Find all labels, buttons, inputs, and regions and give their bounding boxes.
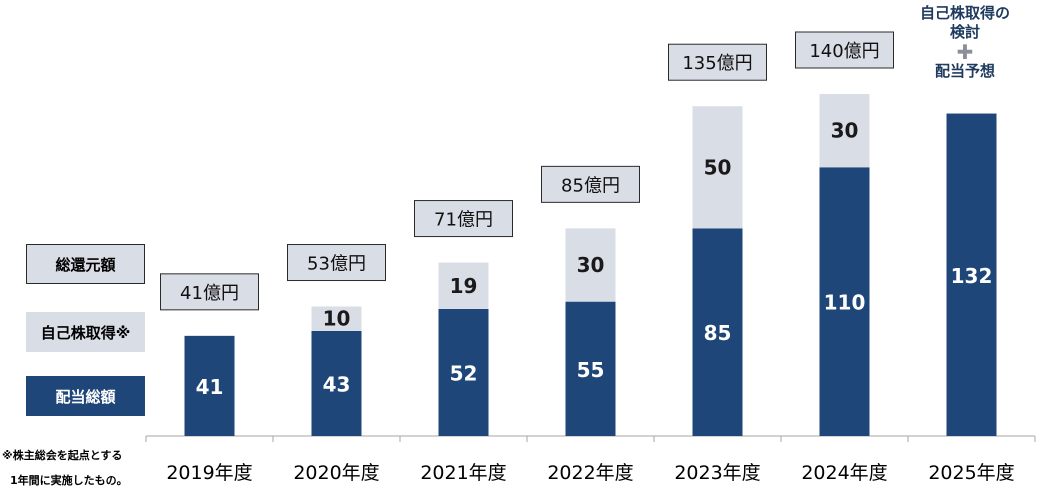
- bar-buyback: [692, 106, 743, 229]
- data-label-dividend: 85: [704, 321, 732, 345]
- data-label-buyback: 30: [577, 253, 605, 277]
- bar-dividend: [311, 330, 362, 436]
- data-label-dividend: 41: [196, 375, 224, 399]
- legend-total-return: 総還元額: [26, 244, 145, 284]
- x-tick-label: 2024年度: [801, 462, 887, 484]
- data-label-buyback: 30: [831, 119, 859, 143]
- total-box: [287, 244, 386, 282]
- x-tick-label: 2023年度: [674, 462, 760, 484]
- bar-dividend: [946, 113, 997, 437]
- x-tick-label: 2025年度: [928, 462, 1014, 484]
- legend-buyback: 自己株取得※: [26, 312, 145, 352]
- total-label: 85億円: [561, 175, 620, 196]
- total-label: 135億円: [682, 53, 752, 74]
- data-label-dividend: 43: [323, 372, 351, 396]
- data-label-buyback: 50: [704, 155, 732, 179]
- total-box: [668, 43, 767, 81]
- bar-dividend: [184, 335, 235, 436]
- total-box: [414, 200, 513, 238]
- bar-buyback: [565, 228, 616, 302]
- footnote-line-1: ※株主総会を起点とする: [2, 449, 123, 462]
- plus-icon: ✚: [956, 40, 974, 64]
- x-tick-label: 2021年度: [420, 462, 506, 484]
- future-note: 自己株取得の 検討 ✚ 配当予想: [900, 4, 1030, 81]
- x-tick-label: 2022年度: [547, 462, 633, 484]
- total-label: 140億円: [809, 41, 879, 62]
- total-box: [541, 165, 640, 203]
- total-box: [160, 273, 259, 311]
- total-label: 41億円: [180, 283, 239, 304]
- bar-buyback: [819, 94, 870, 168]
- data-label-dividend: 132: [951, 264, 993, 288]
- bar-dividend: [692, 228, 743, 436]
- future-note-line-2: 検討: [949, 23, 980, 41]
- bar-dividend: [438, 308, 489, 436]
- bar-buyback: [438, 262, 489, 309]
- data-label-buyback: 19: [450, 274, 478, 298]
- future-note-line-1: 自己株取得の: [919, 4, 1010, 22]
- x-tick-label: 2020年度: [293, 462, 379, 484]
- total-box: [795, 31, 894, 69]
- data-label-dividend: 52: [450, 361, 478, 385]
- bar-dividend: [819, 167, 870, 437]
- data-label-dividend: 110: [824, 291, 866, 315]
- total-label: 71億円: [434, 210, 493, 231]
- data-label-buyback: 10: [323, 307, 351, 331]
- data-label-dividend: 55: [577, 358, 605, 382]
- footnote-line-2: 1年間に実施したもの。: [10, 474, 128, 487]
- bar-buyback: [311, 306, 362, 331]
- future-note-line-3: 配当予想: [934, 62, 995, 80]
- legend-dividend: 配当総額: [26, 376, 145, 416]
- x-tick-label: 2019年度: [166, 462, 252, 484]
- total-label: 53億円: [307, 254, 366, 275]
- bar-dividend: [565, 301, 616, 436]
